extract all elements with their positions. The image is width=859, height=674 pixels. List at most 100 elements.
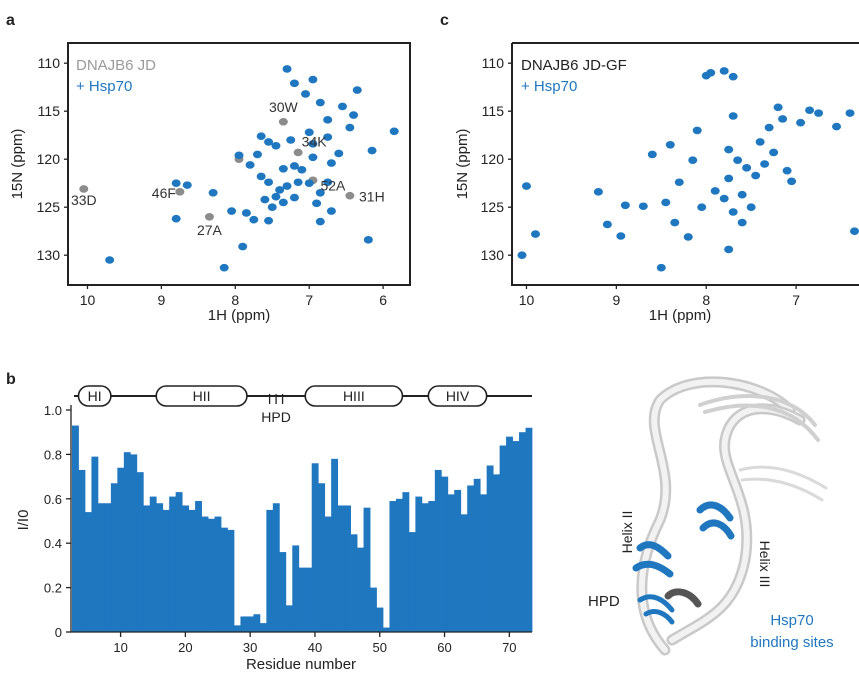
panel-a-peak	[278, 117, 288, 126]
intensity-bar	[376, 607, 384, 632]
intensity-bar	[117, 467, 125, 632]
intensity-bar	[253, 614, 261, 632]
panel-a-peak	[252, 150, 262, 159]
panel-a-frame	[67, 42, 411, 286]
intensity-bar	[136, 472, 144, 632]
intensity-bar	[123, 452, 131, 632]
panel-a-peak	[323, 178, 333, 187]
panel-a-peak	[363, 236, 373, 244]
panel-a-residue-label: 33D	[71, 192, 97, 208]
panel-a-peak	[234, 151, 244, 160]
panel-c-xtick-label: 10	[519, 292, 535, 308]
intensity-bars	[72, 425, 533, 632]
panel-c-xlabel: 1H (ppm)	[649, 307, 712, 324]
panel-a-peak	[264, 178, 274, 187]
panel-b-ylabel: I/I0	[15, 510, 32, 531]
panel-c-peak	[742, 164, 752, 172]
panel-a-peak	[264, 216, 274, 225]
panel-c-peak	[530, 230, 540, 238]
panel-c-peak	[728, 72, 738, 81]
panel-a-peak	[337, 102, 347, 111]
intensity-bar	[447, 494, 455, 632]
intensity-bar	[525, 427, 533, 632]
panel-a-peak	[238, 242, 248, 251]
panel-a-peak	[326, 159, 336, 167]
intensity-bar	[337, 505, 345, 632]
panel-a-peak	[241, 209, 251, 217]
panel-c: 10 9 8 7 110 115 120 125 130 DNAJB6 JD-GF + Hsp7…	[454, 42, 859, 324]
panel-c-peak	[782, 166, 792, 175]
panel-a-peak	[315, 98, 325, 107]
intensity-bar	[156, 503, 164, 632]
intensity-bar	[285, 605, 293, 632]
panel-b-xtick-label: 20	[178, 640, 192, 655]
panel-a-ytick-label: 110	[38, 55, 61, 71]
intensity-bar	[402, 492, 410, 632]
intensity-bar	[499, 445, 507, 632]
intensity-bar	[233, 625, 241, 632]
panel-a-peak	[249, 215, 259, 224]
panel-c-peak	[620, 201, 630, 210]
domain-box	[155, 385, 248, 407]
intensity-bar	[357, 547, 364, 632]
panel-c-peak	[850, 227, 859, 235]
panel-c-peak	[724, 145, 734, 154]
panel-a-residue-label: 31H	[359, 189, 385, 205]
panel-a-peak	[105, 256, 115, 264]
panel-b-ytick-label: 1.0	[44, 403, 62, 418]
panel-a-residue-label: 30W	[269, 99, 299, 115]
panel-a-peak	[297, 165, 307, 174]
intensity-bar	[350, 534, 358, 632]
intensity-bar	[506, 436, 513, 632]
panel-c-peak	[670, 218, 680, 227]
panel-a-peak	[349, 111, 359, 119]
panel-a-peak	[256, 132, 266, 140]
panel-a-peak	[293, 178, 303, 187]
panel-c-ytick-label: 125	[481, 199, 505, 215]
intensity-bar	[72, 425, 79, 632]
intensity-bar	[195, 501, 202, 632]
panel-a-ytick-label: 120	[37, 151, 61, 167]
intensity-bar	[370, 587, 377, 632]
panel-a-peak	[308, 75, 318, 84]
intensity-bar	[305, 567, 313, 632]
panel-c-xtick-label: 7	[792, 292, 800, 308]
intensity-bar	[240, 616, 248, 632]
domain-label: HII	[193, 388, 211, 404]
panel-c-peak	[656, 263, 666, 272]
panel-a-peak	[227, 207, 237, 215]
intensity-bar	[162, 509, 170, 632]
panel-c-peak	[692, 126, 702, 135]
intensity-bar	[480, 494, 488, 632]
panel-c-peak	[760, 160, 770, 168]
panel-a-peak	[323, 133, 333, 141]
panel-c-peak	[737, 218, 747, 227]
intensity-bar	[331, 458, 339, 632]
panel-a-peak	[267, 203, 277, 211]
panel-c-peak	[805, 106, 815, 115]
panel-c-peak	[769, 148, 779, 157]
panel-c-peak	[751, 171, 761, 180]
panel-c-peak	[616, 232, 626, 240]
panel-a-residue-label: 46F	[152, 185, 176, 201]
panel-c-peak	[845, 109, 855, 117]
panel-a-peak	[278, 165, 288, 173]
intensity-bar	[434, 469, 442, 632]
panel-b-xtick-label: 70	[502, 640, 516, 655]
panel-a-peak	[271, 141, 281, 150]
panel-a-peak	[245, 161, 255, 169]
panel-a-legend-hsp70: + Hsp70	[76, 78, 132, 95]
panel-a-ylabel: 15N (ppm)	[9, 129, 26, 200]
panel-a-ytick-label: 115	[38, 103, 61, 119]
intensity-bar	[208, 518, 215, 632]
panel-a-peak	[289, 193, 299, 202]
panel-c-peak	[674, 178, 684, 187]
panel-a-peak	[79, 185, 89, 193]
panel-a-legend-jd: DNAJB6 JD	[76, 57, 156, 74]
domain-label: HIII	[343, 388, 365, 404]
panel-a-peak	[289, 162, 299, 170]
intensity-bar	[182, 505, 190, 632]
panel-c-peak	[719, 194, 729, 203]
sites-label-line1: Hsp70	[770, 612, 813, 629]
helix-iii-label: Helix III	[757, 541, 773, 588]
